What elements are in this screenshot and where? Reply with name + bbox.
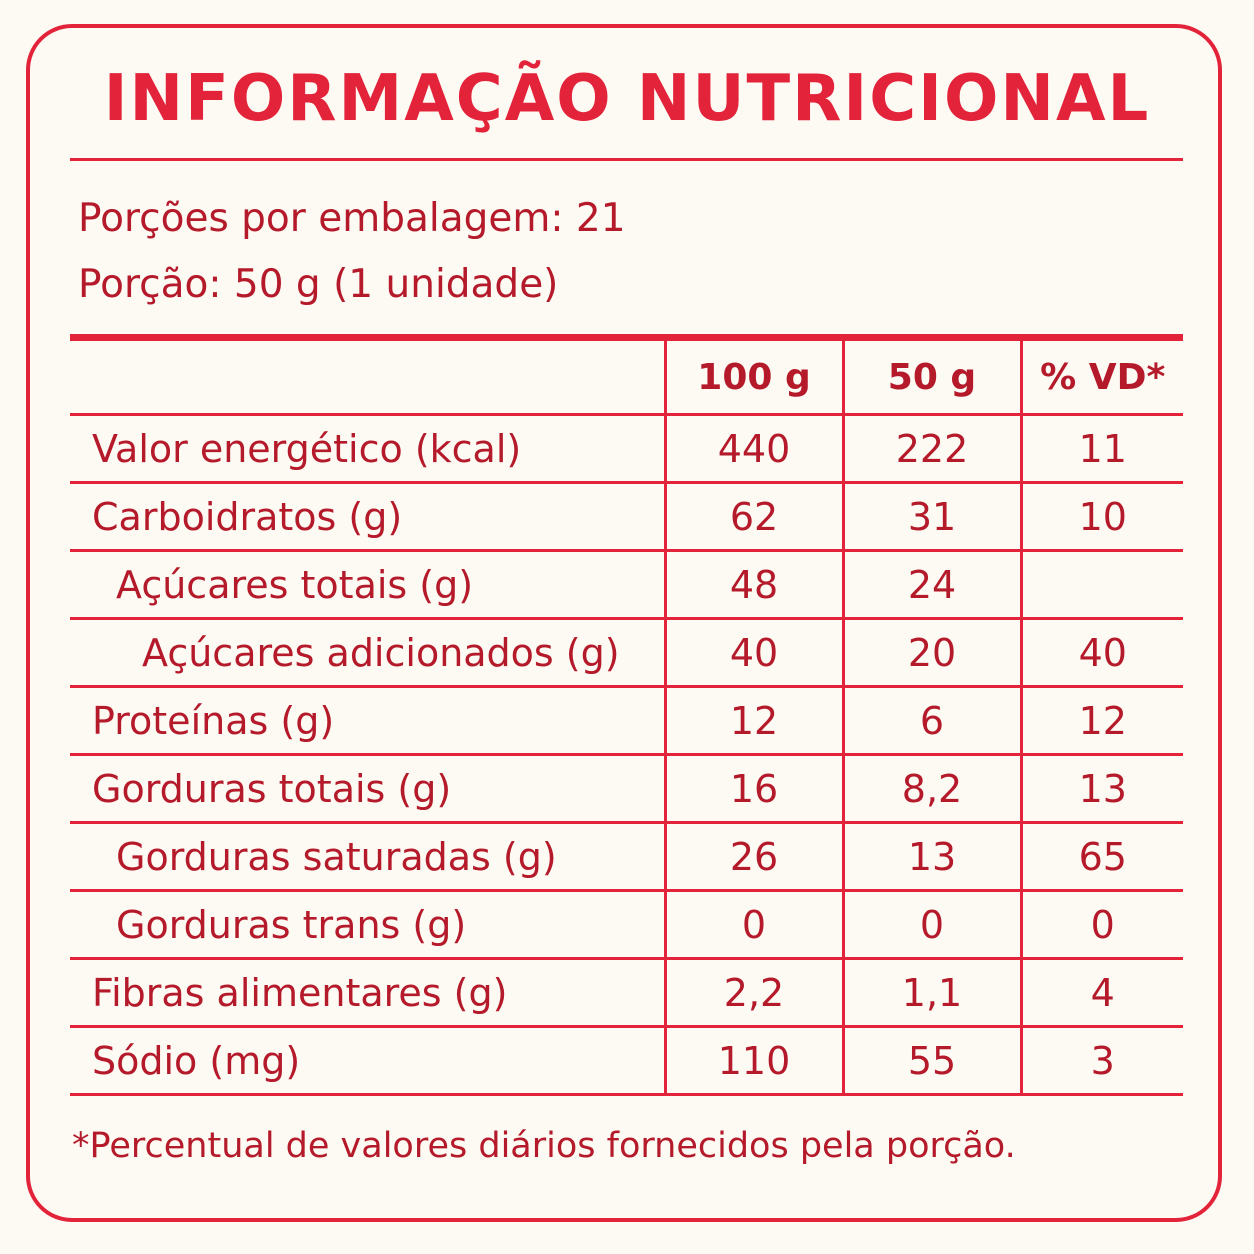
nutrient-value: 16 — [663, 754, 843, 824]
nutrient-value: 0 — [841, 890, 1021, 960]
nutrient-row: Gorduras trans (g) 0 0 0 — [70, 890, 1183, 960]
nutrient-value: 20 — [841, 618, 1021, 688]
label-frame — [26, 24, 1222, 1222]
nutrient-value: 11 — [1019, 414, 1183, 484]
divider — [70, 158, 1183, 161]
header-cell: 100 g — [663, 337, 843, 416]
nutrient-value: 0 — [1019, 890, 1183, 960]
nutrient-name: Açúcares totais (g) — [70, 550, 665, 620]
header-cell: % VD* — [1019, 337, 1183, 416]
nutrient-value: 0 — [663, 890, 843, 960]
nutrient-value: 4 — [1019, 958, 1183, 1028]
nutrient-value: 440 — [663, 414, 843, 484]
nutrient-name: Gorduras trans (g) — [70, 890, 665, 960]
nutrient-name: Fibras alimentares (g) — [70, 958, 665, 1028]
nutrient-value: 40 — [1019, 618, 1183, 688]
nutrient-row: Carboidratos (g) 62 31 10 — [70, 482, 1183, 552]
nutrient-value: 13 — [1019, 754, 1183, 824]
header-cell — [70, 337, 665, 416]
nutrient-value: 8,2 — [841, 754, 1021, 824]
nutrient-value: 3 — [1019, 1026, 1183, 1096]
nutrient-row: Açúcares totais (g) 48 24 — [70, 550, 1183, 620]
nutrient-row: Proteínas (g) 12 6 12 — [70, 686, 1183, 756]
portion: Porção: 50 g (1 unidade) — [78, 262, 559, 307]
nutrient-row: Valor energético (kcal) 440 222 11 — [70, 414, 1183, 484]
nutrient-value: 65 — [1019, 822, 1183, 892]
nutrient-value: 12 — [663, 686, 843, 756]
nutrient-name: Gorduras totais (g) — [70, 754, 665, 824]
nutrient-name: Carboidratos (g) — [70, 482, 665, 552]
nutrient-row: Fibras alimentares (g) 2,2 1,1 4 — [70, 958, 1183, 1028]
nutrient-value — [1019, 550, 1183, 620]
nutrient-row: Açúcares adicionados (g) 40 20 40 — [70, 618, 1183, 688]
nutrient-name: Açúcares adicionados (g) — [70, 618, 665, 688]
nutrient-value: 40 — [663, 618, 843, 688]
header-cell: 50 g — [841, 337, 1021, 416]
nutrient-name: Gorduras saturadas (g) — [70, 822, 665, 892]
nutrient-name: Sódio (mg) — [70, 1026, 665, 1096]
nutrient-value: 55 — [841, 1026, 1021, 1096]
header-row: 100 g 50 g % VD* — [70, 337, 1183, 416]
nutrient-value: 2,2 — [663, 958, 843, 1028]
nutrient-value: 222 — [841, 414, 1021, 484]
nutrient-value: 110 — [663, 1026, 843, 1096]
nutrient-value: 48 — [663, 550, 843, 620]
portions: Porções por embalagem: 21 — [78, 196, 626, 241]
nutrition-table: 100 g 50 g % VD* Valor energético (kcal)… — [70, 334, 1183, 1096]
nutrient-name: Valor energético (kcal) — [70, 414, 665, 484]
nutrient-value: 62 — [663, 482, 843, 552]
nutrient-value: 6 — [841, 686, 1021, 756]
nutrient-row: Gorduras saturadas (g) 26 13 65 — [70, 822, 1183, 892]
nutrient-value: 31 — [841, 482, 1021, 552]
title: INFORMAÇÃO NUTRICIONAL — [103, 62, 1151, 136]
nutrient-value: 12 — [1019, 686, 1183, 756]
nutrient-row: Sódio (mg) 110 55 3 — [70, 1026, 1183, 1096]
nutrient-value: 1,1 — [841, 958, 1021, 1028]
nutrient-value: 13 — [841, 822, 1021, 892]
nutrient-name: Proteínas (g) — [70, 686, 665, 756]
nutrient-value: 24 — [841, 550, 1021, 620]
footnote: *Percentual de valores diários fornecido… — [72, 1126, 1016, 1166]
nutrient-value: 10 — [1019, 482, 1183, 552]
nutrient-value: 26 — [663, 822, 843, 892]
nutrient-row: Gorduras totais (g) 16 8,2 13 — [70, 754, 1183, 824]
